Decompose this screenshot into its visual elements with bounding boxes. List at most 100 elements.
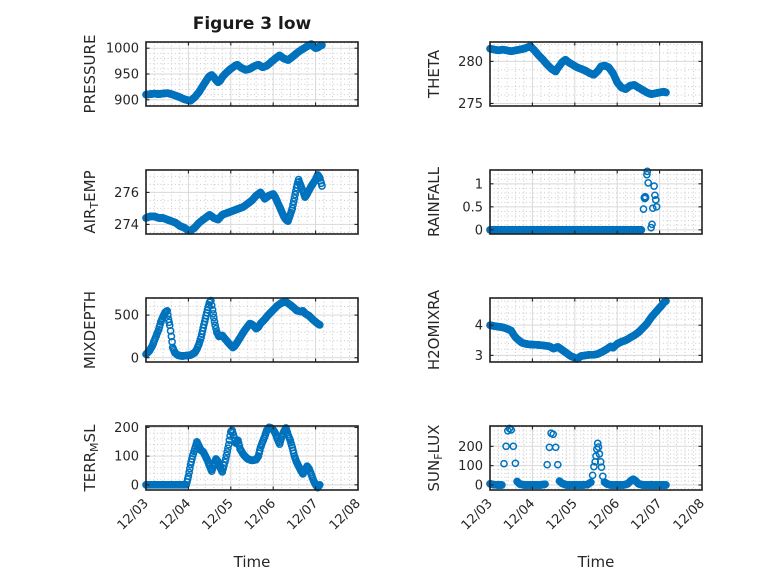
subplot-theta: 275 280 THETA [425,41,703,112]
data-point [639,205,648,213]
data-point [587,478,595,487]
series-markers [142,423,324,492]
y-tick-label: 0 [131,478,139,493]
data-point [511,459,520,468]
data-point [637,226,646,234]
x-axis-label: Time [233,553,271,571]
series-markers [142,296,324,360]
data-point [224,444,232,453]
y-tick-label: 100 [114,450,139,465]
subplot-mixdepth: 0 500 MIXDEPTH [81,291,359,369]
tick-marks [145,426,359,490]
data-point [289,201,297,209]
data-point [498,481,506,489]
y-tick-label: 200 [458,440,483,455]
data-point [543,460,552,469]
y-tick-label: 1 [475,177,483,192]
data-point [595,450,604,458]
data-point [211,321,219,330]
tick-marks [489,42,703,106]
data-point [209,309,218,318]
data-point [651,196,660,204]
data-point [184,472,193,481]
y-tick-label: 0 [475,479,483,494]
tick-marks [145,42,359,106]
data-point [597,463,606,472]
data-point [163,306,172,315]
data-point [165,318,173,327]
axes-box [489,297,703,363]
data-point [185,468,193,477]
data-point [500,459,508,468]
data-point [208,306,217,314]
data-point [291,190,299,199]
data-point [593,439,602,448]
y-tick-label: 274 [114,218,139,233]
data-point [652,202,661,211]
y-tick-label: 280 [458,55,483,70]
series-markers [486,297,670,363]
data-point [315,321,324,329]
data-point [594,443,603,451]
axes-box [145,169,359,235]
data-point [502,442,510,451]
y-tick-label: 3 [475,349,483,364]
data-point [207,301,216,310]
data-point [662,481,670,489]
data-point [641,193,650,202]
data-point [289,197,298,206]
figure-title: Figure 3 low [193,14,312,34]
axes-box [145,425,359,491]
data-point [288,204,297,213]
subplot-pressure: 900 950 1000 PRESSURE [81,35,359,113]
data-point [221,455,230,463]
data-point [221,458,229,467]
axes-box [489,425,703,491]
data-point [163,311,172,319]
major-grid [146,170,358,234]
data-point [647,223,655,232]
data-point [185,464,194,473]
y-tick-label: 100 [458,459,483,474]
data-point [290,194,299,202]
data-point [210,317,219,326]
y-axis-label-mixdepth: MIXDEPTH [81,291,99,369]
minor-grid [490,426,702,490]
subplot-h2omixra: 3 4 H2OMIXRA [425,289,703,370]
data-point [212,324,220,333]
y-axis-label-rainfall: RAINFALL [425,166,443,237]
data-point [588,471,597,480]
y-tick-label: 4 [475,319,483,334]
tick-marks [489,426,703,490]
data-point [549,430,558,439]
y-tick-label: 1000 [106,42,139,57]
data-point [224,440,233,449]
y-tick-label: 276 [114,186,139,201]
y-tick-label: 900 [114,93,139,108]
tick-marks [489,298,703,362]
subplot-air_temp: 274 276 AIRTEMP [81,169,359,235]
y-tick-label: 950 [114,68,139,83]
series-markers [142,40,326,105]
series-markers [486,424,670,489]
minor-grid [146,426,358,490]
data-point [223,447,232,456]
data-point [318,182,326,190]
x-axis-label: Time [577,553,615,571]
y-tick-label: 500 [114,309,139,324]
data-point [650,182,658,190]
data-point [648,220,656,229]
y-tick-label: 200 [114,421,139,436]
y-axis-label-air_temp: AIRTEMP [81,170,101,233]
data-point [643,170,651,179]
data-point [222,451,231,460]
y-axis-label-terr_msl: TERRMSL [81,424,101,493]
data-point [651,191,659,200]
subplot-rainfall: 0 0.5 1 RAINFALL [425,166,703,238]
data-point [643,167,652,176]
data-point [509,442,518,451]
